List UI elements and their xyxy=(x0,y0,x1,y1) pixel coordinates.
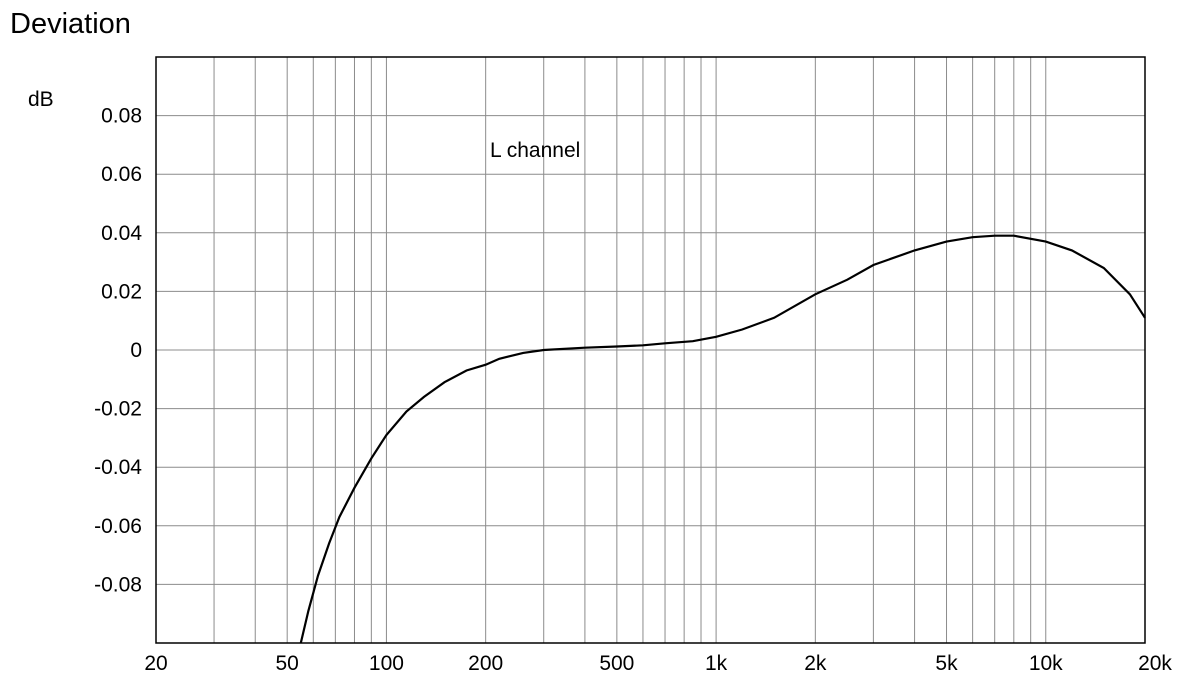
x-tick-label: 2k xyxy=(804,652,827,675)
x-tick-label: 200 xyxy=(468,652,503,675)
plot-frame xyxy=(155,56,1146,644)
y-tick-label: -0.06 xyxy=(94,515,142,538)
y-tick-label: 0 xyxy=(130,339,142,362)
x-tick-label: 100 xyxy=(369,652,404,675)
y-tick-label: -0.04 xyxy=(94,456,142,479)
channel-annotation: L channel xyxy=(490,139,580,162)
deviation-curve xyxy=(299,234,1146,644)
gridlines xyxy=(156,57,1145,643)
x-tick-label: 1k xyxy=(705,652,728,675)
y-tick-labels: 0.08 0.06 0.04 0.02 0 -0.02 -0.04 -0.06 -0.08 xyxy=(94,105,142,597)
x-tick-label: 20 xyxy=(144,652,167,675)
y-tick-label: 0.04 xyxy=(101,222,142,245)
y-tick-label: 0.02 xyxy=(101,280,142,303)
y-tick-label: 0.08 xyxy=(101,105,142,128)
y-tick-label: -0.08 xyxy=(94,573,142,596)
x-tick-label: 10k xyxy=(1029,652,1063,675)
x-tick-label: 50 xyxy=(276,652,299,675)
y-tick-label: -0.02 xyxy=(94,398,142,421)
x-tick-label: 20k xyxy=(1138,652,1172,675)
x-tick-labels: 20 50 100 200 500 1k 2k 5k 10k 20k xyxy=(144,652,1172,675)
x-tick-label: 500 xyxy=(599,652,634,675)
chart-title: Deviation xyxy=(10,8,131,40)
x-tick-label: 5k xyxy=(935,652,958,675)
y-axis-label: dB xyxy=(28,88,54,111)
y-tick-label: 0.06 xyxy=(101,163,142,186)
